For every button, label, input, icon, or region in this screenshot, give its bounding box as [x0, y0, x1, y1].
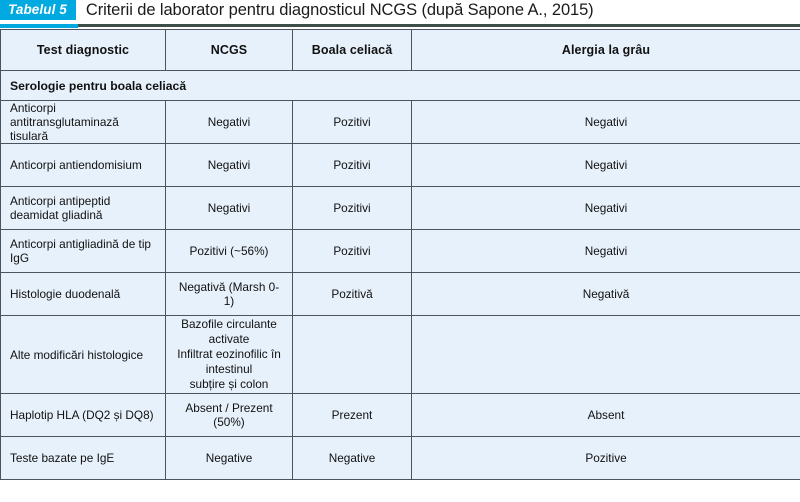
row-label: Anticorpi antiendomisium	[0, 143, 166, 187]
cell-alergia	[411, 315, 800, 394]
title-rule-dark	[78, 24, 800, 27]
row-label: Teste bazate pe IgE	[0, 436, 166, 480]
column-header-celiaca: Boala celiacă	[292, 29, 412, 71]
header-row: Test diagnostic NCGS Boala celiacă Alerg…	[0, 29, 800, 71]
table-number-badge: Tabelul 5	[0, 0, 76, 20]
cell-ncgs: Absent / Prezent (50%)	[165, 393, 293, 437]
row-label: Anticorpi antitransglutaminază tisulară	[0, 100, 166, 144]
column-header-test: Test diagnostic	[0, 29, 166, 71]
cell-alergia: Absent	[411, 393, 800, 437]
cell-alergia: Pozitive	[411, 436, 800, 480]
row-label: Histologie duodenală	[0, 272, 166, 316]
cell-celiaca: Pozitivi	[292, 186, 412, 230]
cell-celiaca: Pozitivi	[292, 143, 412, 187]
table-row: Teste bazate pe IgE Negative Negative Po…	[0, 436, 800, 480]
row-label: Haplotip HLA (DQ2 și DQ8)	[0, 393, 166, 437]
column-header-alergia: Alergia la grâu	[411, 29, 800, 71]
title-rule-accent	[0, 24, 78, 28]
cell-ncgs: Bazofile circulante activate Infiltrat e…	[165, 315, 293, 394]
row-label: Anticorpi antipeptid deamidat gliadină	[0, 186, 166, 230]
table-row: Anticorpi antitransglutaminază tisulară …	[0, 100, 800, 144]
table-row: Histologie duodenală Negativă (Marsh 0-1…	[0, 272, 800, 316]
cell-ncgs: Pozitivi (~56%)	[165, 229, 293, 273]
cell-ncgs: Negativi	[165, 143, 293, 187]
row-label: Alte modificări histologice	[0, 315, 166, 394]
cell-celiaca	[292, 315, 412, 394]
cell-alergia: Negativi	[411, 143, 800, 187]
cell-ncgs: Negativă (Marsh 0-1)	[165, 272, 293, 316]
cell-alergia: Negativă	[411, 272, 800, 316]
cell-alergia: Negativi	[411, 100, 800, 144]
figure-caption: Criterii de laborator pentru diagnosticu…	[85, 1, 594, 19]
section-header-label: Serologie pentru boala celiacă	[0, 70, 800, 101]
lab-criteria-table: Test diagnostic NCGS Boala celiacă Alerg…	[0, 29, 800, 480]
table-header: Test diagnostic NCGS Boala celiacă Alerg…	[0, 29, 800, 71]
cell-celiaca: Negative	[292, 436, 412, 480]
section-header-row: Serologie pentru boala celiacă	[0, 70, 800, 101]
column-header-ncgs: NCGS	[165, 29, 293, 71]
cell-celiaca: Pozitivi	[292, 100, 412, 144]
table-row: Anticorpi antipeptid deamidat gliadină N…	[0, 186, 800, 230]
table-row: Alte modificări histologice Bazofile cir…	[0, 315, 800, 394]
figure-title-bar: Tabelul 5 Criterii de laborator pentru d…	[0, 0, 800, 24]
cell-ncgs: Negativi	[165, 186, 293, 230]
table-row: Anticorpi antiendomisium Negativi Poziti…	[0, 143, 800, 187]
table-body: Serologie pentru boala celiacă Anticorpi…	[0, 70, 800, 480]
cell-celiaca: Pozitivă	[292, 272, 412, 316]
row-label: Anticorpi antigliadină de tip IgG	[0, 229, 166, 273]
cell-ncgs: Negativi	[165, 100, 293, 144]
cell-alergia: Negativi	[411, 229, 800, 273]
cell-celiaca: Pozitivi	[292, 229, 412, 273]
cell-celiaca: Prezent	[292, 393, 412, 437]
title-rule	[0, 24, 800, 29]
table-row: Anticorpi antigliadină de tip IgG Poziti…	[0, 229, 800, 273]
cell-alergia: Negativi	[411, 186, 800, 230]
table-row: Haplotip HLA (DQ2 și DQ8) Absent / Preze…	[0, 393, 800, 437]
cell-ncgs: Negative	[165, 436, 293, 480]
